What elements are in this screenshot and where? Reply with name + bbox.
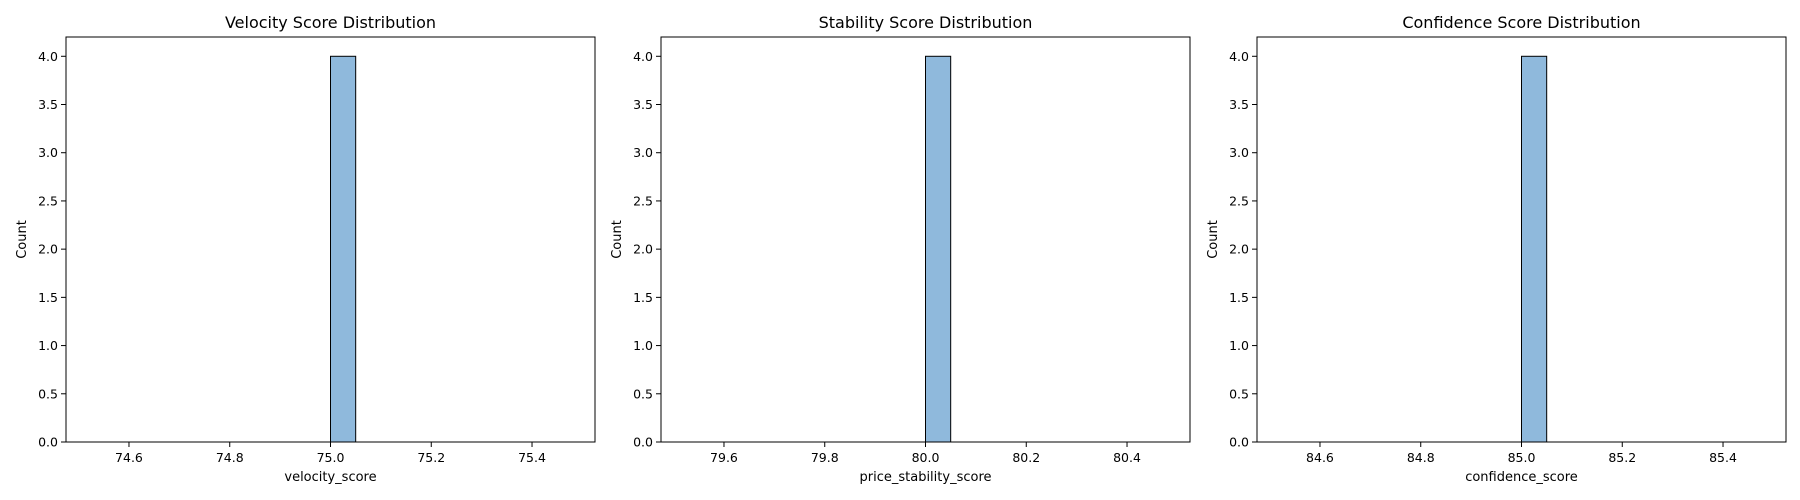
x-tick-label: 85.2 <box>1608 450 1636 465</box>
chart-panel-3: Confidence Score Distribution 0.0 0.5 1.0 1.… <box>1206 13 1787 485</box>
x-tick-label: 74.6 <box>115 450 143 465</box>
chart-panel-2: Stability Score Distribution 0.0 0.5 1.0 1.5… <box>610 13 1191 485</box>
y-tick-label: 1.0 <box>38 338 58 353</box>
x-tick-label: 80.2 <box>1012 450 1040 465</box>
y-tick-label: 1.0 <box>633 338 653 353</box>
y-tick-label: 2.0 <box>633 242 653 257</box>
y-tick-label: 0.0 <box>38 435 58 450</box>
y-tick-label: 3.5 <box>38 97 58 112</box>
y-tick-label: 2.5 <box>1229 193 1249 208</box>
y-tick-label: 0.0 <box>1229 435 1249 450</box>
x-axis-label: confidence_score <box>1465 470 1578 485</box>
y-tick-label: 0.0 <box>633 435 653 450</box>
x-tick-label: 79.8 <box>811 450 839 465</box>
y-tick-label: 3.0 <box>38 145 58 160</box>
y-tick-label: 0.5 <box>38 386 58 401</box>
x-tick-label: 85.4 <box>1709 450 1737 465</box>
x-tick-label: 84.6 <box>1306 450 1334 465</box>
y-tick-label: 2.0 <box>38 242 58 257</box>
y-tick-label: 1.5 <box>38 290 58 305</box>
y-tick-label: 3.0 <box>633 145 653 160</box>
x-tick-label: 74.8 <box>216 450 244 465</box>
y-tick-label: 2.5 <box>38 193 58 208</box>
x-tick-label: 75.0 <box>317 450 345 465</box>
histogram-bar <box>925 55 952 443</box>
y-tick-label: 1.5 <box>1229 290 1249 305</box>
histogram-bar <box>330 55 357 443</box>
chart-title: Stability Score Distribution <box>819 13 1033 32</box>
y-tick-label: 1.5 <box>633 290 653 305</box>
x-axis-label: price_stability_score <box>860 470 992 485</box>
x-tick-label: 75.4 <box>518 450 546 465</box>
y-axis-label: Count <box>1206 220 1221 259</box>
x-tick-label: 85.0 <box>1508 450 1536 465</box>
y-tick-label: 2.0 <box>1229 242 1249 257</box>
x-tick-label: 79.6 <box>710 450 738 465</box>
y-axis-label: Count <box>610 220 625 259</box>
y-tick-label: 4.0 <box>1229 49 1249 64</box>
y-tick-label: 3.5 <box>633 97 653 112</box>
histogram-bar <box>1521 55 1548 443</box>
x-axis-label: velocity_score <box>284 470 376 485</box>
chart-panel-1: Velocity Score Distribution 0.0 0.5 1.0 1.5 2… <box>15 13 596 485</box>
y-tick-label: 4.0 <box>633 49 653 64</box>
y-axis-label: Count <box>15 220 30 259</box>
y-tick-label: 4.0 <box>38 49 58 64</box>
y-tick-label: 3.0 <box>1229 145 1249 160</box>
x-tick-label: 84.8 <box>1407 450 1435 465</box>
y-tick-label: 3.5 <box>1229 97 1249 112</box>
chart-title: Velocity Score Distribution <box>225 13 436 32</box>
x-tick-label: 75.2 <box>417 450 445 465</box>
x-tick-label: 80.0 <box>912 450 940 465</box>
x-tick-label: 80.4 <box>1113 450 1141 465</box>
chart-title: Confidence Score Distribution <box>1402 13 1640 32</box>
y-tick-label: 0.5 <box>633 386 653 401</box>
y-tick-label: 2.5 <box>633 193 653 208</box>
y-tick-label: 0.5 <box>1229 386 1249 401</box>
y-tick-label: 1.0 <box>1229 338 1249 353</box>
